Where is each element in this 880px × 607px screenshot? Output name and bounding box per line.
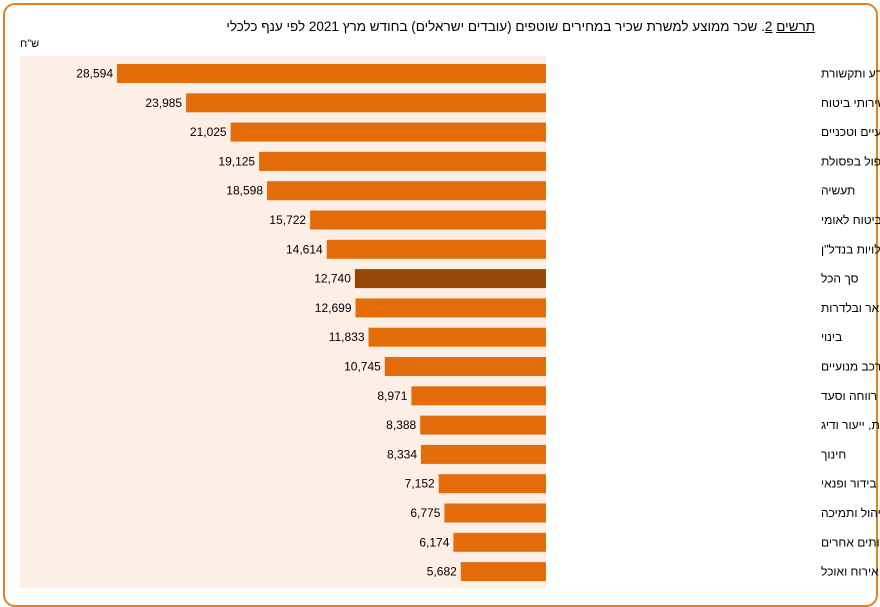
category-label: שירותים מקצועיים, מדעיים וטכניים [821, 125, 880, 139]
bar [368, 327, 546, 347]
bar-value-label: 18,598 [226, 184, 263, 198]
chart-title-prefix: תרשים [776, 19, 815, 34]
bar-value-label: 7,152 [405, 477, 435, 491]
bar [453, 532, 546, 552]
category-label: אמנות, בידור ופנאי [821, 477, 880, 491]
bar-value-label: 8,334 [387, 447, 417, 461]
bar [259, 151, 546, 171]
category-label: פעילויות בנדל"ן [821, 242, 880, 256]
bar-value-label: 21,025 [190, 125, 227, 139]
bar-value-label: 10,745 [344, 360, 381, 374]
plot-area [20, 56, 546, 588]
category-label: בינוי [821, 330, 842, 344]
category-label: שירותי בריאות, רווחה וסעד [821, 389, 880, 403]
bar [411, 386, 546, 406]
bar-value-label: 28,594 [76, 67, 113, 81]
category-label: שירותים פיננסיים ושירותי ביטוח [821, 96, 880, 110]
category-label: שירותי ניהול ותמיכה [821, 506, 880, 520]
bar [444, 503, 546, 523]
bar [421, 444, 546, 464]
bar-value-label: 19,125 [218, 154, 255, 168]
bar-value-label: 23,985 [145, 96, 182, 110]
bar-value-label: 12,699 [315, 301, 352, 315]
category-label: חינוך [821, 447, 846, 461]
bar-value-label: 8,388 [386, 418, 416, 432]
bar-value-label: 8,971 [377, 389, 407, 403]
bar-value-label: 12,740 [314, 272, 351, 286]
category-label: שירותי תחבורה, אחסנה, דואר ובלדרות [821, 301, 880, 315]
category-label: שירותי אירוח ואוכל [821, 565, 880, 579]
category-label: שירותים אחרים [821, 535, 880, 549]
bar [186, 93, 546, 113]
bar [326, 239, 546, 259]
bar-total [354, 269, 546, 289]
bar [460, 562, 546, 582]
category-label: תעשיה [821, 184, 855, 198]
bar [230, 122, 546, 142]
bar [438, 474, 546, 494]
bar [267, 181, 546, 201]
category-label: חקלאות, ייעור ודיג [821, 418, 880, 432]
bar-value-label: 15,722 [269, 213, 306, 227]
bar-value-label: 6,174 [419, 535, 449, 549]
bar-value-label: 11,833 [329, 330, 365, 344]
chart-title-text: . שכר ממוצע למשרת שכיר במחירים שוטפים (ע… [226, 19, 765, 34]
bar [117, 64, 546, 83]
bar-value-label: 5,682 [427, 565, 457, 579]
bar-chart: 28,594 מידע ותקשורת 23,985 שירותים פיננסיים… [20, 56, 880, 588]
unit-label: ש"ח [20, 38, 40, 50]
chart-title-number: 2 [764, 19, 773, 34]
bar-value-label: 6,775 [410, 506, 440, 520]
category-label: מסחר סיטוני וקמעוני ותיקון כלי רכב מנועי… [821, 360, 880, 374]
category-label: סך הכל [821, 272, 859, 286]
bar [355, 298, 546, 318]
category-label: אספקת חשמל ומים, שירותי ביוב וטיהור וטיפ… [821, 154, 880, 168]
bars-group: 28,594 מידע ותקשורת 23,985 שירותים פיננסיים… [76, 64, 880, 582]
chart-title: תרשים 2. שכר ממוצע למשרת שכיר במחירים שו… [0, 19, 815, 34]
bar [384, 357, 546, 376]
bar [420, 415, 546, 435]
bar [310, 210, 546, 230]
category-label: מינהל מקומי, ציבורי וביטחון וביטוח לאומי [821, 213, 880, 227]
bar-value-label: 14,614 [286, 242, 323, 256]
category-label: מידע ותקשורת [821, 67, 880, 81]
